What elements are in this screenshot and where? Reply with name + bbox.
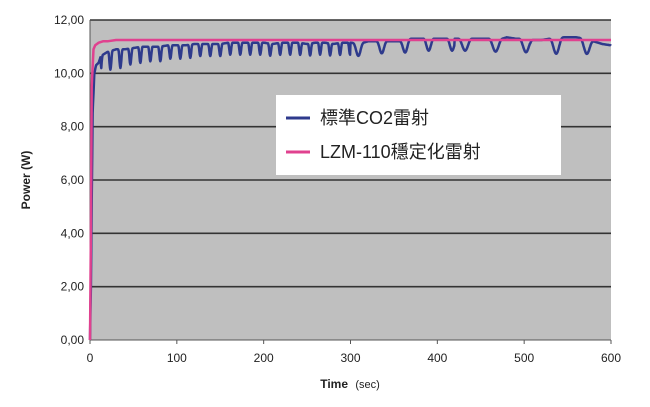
legend-box bbox=[276, 95, 561, 175]
x-axis-title: Time (sec) bbox=[320, 377, 380, 391]
series-line-standard-co2 bbox=[88, 36, 612, 341]
series-layer bbox=[88, 36, 612, 341]
x-tick-label: 400 bbox=[427, 351, 447, 365]
x-tick-label: 300 bbox=[340, 351, 360, 365]
x-tick-label: 500 bbox=[514, 351, 534, 365]
y-tick-label: 4,00 bbox=[61, 226, 85, 240]
y-axis-title: Power (W) bbox=[19, 151, 33, 210]
y-tick-label: 10,00 bbox=[54, 66, 84, 80]
x-tick-label: 100 bbox=[167, 351, 187, 365]
series-line-lzm-110 bbox=[88, 38, 611, 341]
y-tick-labels: 0,00 2,00 4,00 6,00 8,00 10,00 12,00 bbox=[54, 13, 84, 347]
x-tick-label: 600 bbox=[601, 351, 621, 365]
legend-label-standard: 標準CO2雷射 bbox=[320, 108, 429, 128]
x-tick-label: 200 bbox=[254, 351, 274, 365]
y-tick-label: 6,00 bbox=[61, 173, 85, 187]
legend-label-lzm: LZM-110穩定化雷射 bbox=[320, 142, 481, 162]
y-tick-label: 0,00 bbox=[61, 333, 85, 347]
y-tick-label: 8,00 bbox=[61, 120, 85, 134]
legend: 標準CO2雷射 LZM-110穩定化雷射 bbox=[276, 95, 561, 175]
x-axis-title-main: Time bbox=[320, 377, 348, 391]
y-tick-label: 12,00 bbox=[54, 13, 84, 27]
y-tick-label: 2,00 bbox=[61, 280, 85, 294]
x-axis-title-unit: (sec) bbox=[355, 379, 379, 391]
x-tick-label: 0 bbox=[87, 351, 94, 365]
x-tick-labels: 0 100 200 300 400 500 600 bbox=[87, 340, 621, 365]
